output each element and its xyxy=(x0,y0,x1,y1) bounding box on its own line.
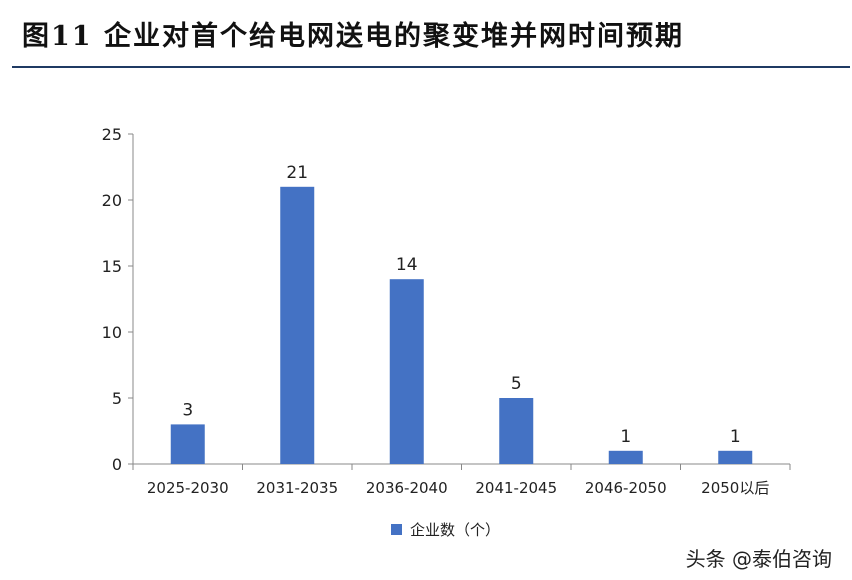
bar xyxy=(280,186,315,465)
data-label: 21 xyxy=(286,163,308,183)
y-tick-label: 25 xyxy=(102,125,122,144)
x-tick-label: 2036-2040 xyxy=(366,479,448,497)
legend-label: 企业数（个） xyxy=(410,521,500,539)
watermark: 头条 @泰伯咨询 xyxy=(685,547,832,571)
data-label: 14 xyxy=(396,255,418,275)
data-label: 1 xyxy=(730,427,741,447)
legend-swatch xyxy=(391,524,402,535)
bar xyxy=(170,424,205,464)
title-divider xyxy=(12,66,850,68)
bar xyxy=(389,279,424,464)
data-label: 1 xyxy=(620,427,631,447)
x-tick-label: 2025-2030 xyxy=(147,479,229,497)
x-tick-label: 2050以后 xyxy=(701,479,769,497)
bar xyxy=(718,450,753,464)
chart-title: 图11 企业对首个给电网送电的聚变堆并网时间预期 xyxy=(22,21,684,52)
y-tick-label: 5 xyxy=(112,389,122,408)
y-tick-label: 10 xyxy=(102,323,122,342)
x-tick-label: 2046-2050 xyxy=(585,479,667,497)
bar xyxy=(608,450,643,464)
data-label: 3 xyxy=(182,400,193,420)
x-tick-label: 2041-2045 xyxy=(475,479,557,497)
y-tick-label: 0 xyxy=(112,455,122,474)
x-tick-label: 2031-2035 xyxy=(256,479,338,497)
y-tick-label: 20 xyxy=(102,191,122,210)
data-label: 5 xyxy=(511,374,522,394)
bar xyxy=(499,398,534,464)
y-tick-label: 15 xyxy=(102,257,122,276)
